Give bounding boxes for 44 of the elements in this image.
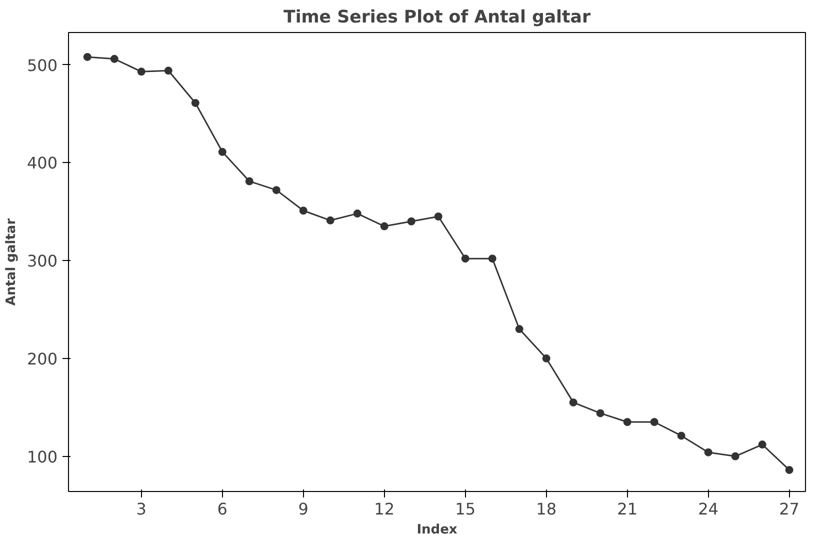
point bbox=[704, 448, 712, 456]
y-tick-label: 300 bbox=[26, 252, 58, 271]
x-tick-label: 24 bbox=[698, 500, 718, 518]
point bbox=[83, 52, 92, 61]
x-tick-label: 9 bbox=[298, 500, 308, 518]
point bbox=[191, 98, 200, 107]
point bbox=[407, 217, 416, 226]
point bbox=[326, 216, 334, 224]
point bbox=[785, 466, 794, 474]
x-tick-label: 3 bbox=[136, 500, 146, 518]
y-axis-title: Antal galtar bbox=[4, 218, 19, 306]
x-tick-label: 15 bbox=[455, 500, 476, 518]
point bbox=[353, 210, 362, 218]
point bbox=[434, 212, 442, 220]
point bbox=[272, 186, 280, 194]
point bbox=[515, 325, 524, 334]
point bbox=[731, 452, 740, 460]
y-tick-label: 500 bbox=[26, 56, 58, 75]
x-tick-label: 21 bbox=[617, 500, 638, 518]
y-tick-label: 200 bbox=[26, 349, 58, 368]
y-tick-label: 400 bbox=[26, 154, 58, 173]
point bbox=[245, 177, 254, 186]
point bbox=[164, 66, 172, 75]
x-axis-title: Index bbox=[416, 522, 458, 538]
chart-title: Time Series Plot of Antal galtar bbox=[283, 8, 591, 28]
x-tick-label: 6 bbox=[217, 500, 228, 518]
point bbox=[623, 418, 632, 426]
point bbox=[569, 398, 578, 406]
y-tick-label: 100 bbox=[26, 447, 58, 466]
point bbox=[488, 254, 496, 263]
x-tick-label: 27 bbox=[779, 500, 800, 518]
point bbox=[758, 440, 766, 449]
point bbox=[650, 418, 658, 426]
x-tick-label: 12 bbox=[374, 500, 395, 518]
point bbox=[137, 68, 146, 76]
point bbox=[677, 432, 686, 440]
point bbox=[461, 254, 470, 263]
point bbox=[299, 206, 308, 215]
point bbox=[596, 409, 604, 418]
point bbox=[380, 222, 388, 230]
point bbox=[218, 148, 226, 156]
point bbox=[110, 54, 118, 63]
point bbox=[542, 354, 550, 362]
x-tick-label: 18 bbox=[536, 500, 557, 518]
